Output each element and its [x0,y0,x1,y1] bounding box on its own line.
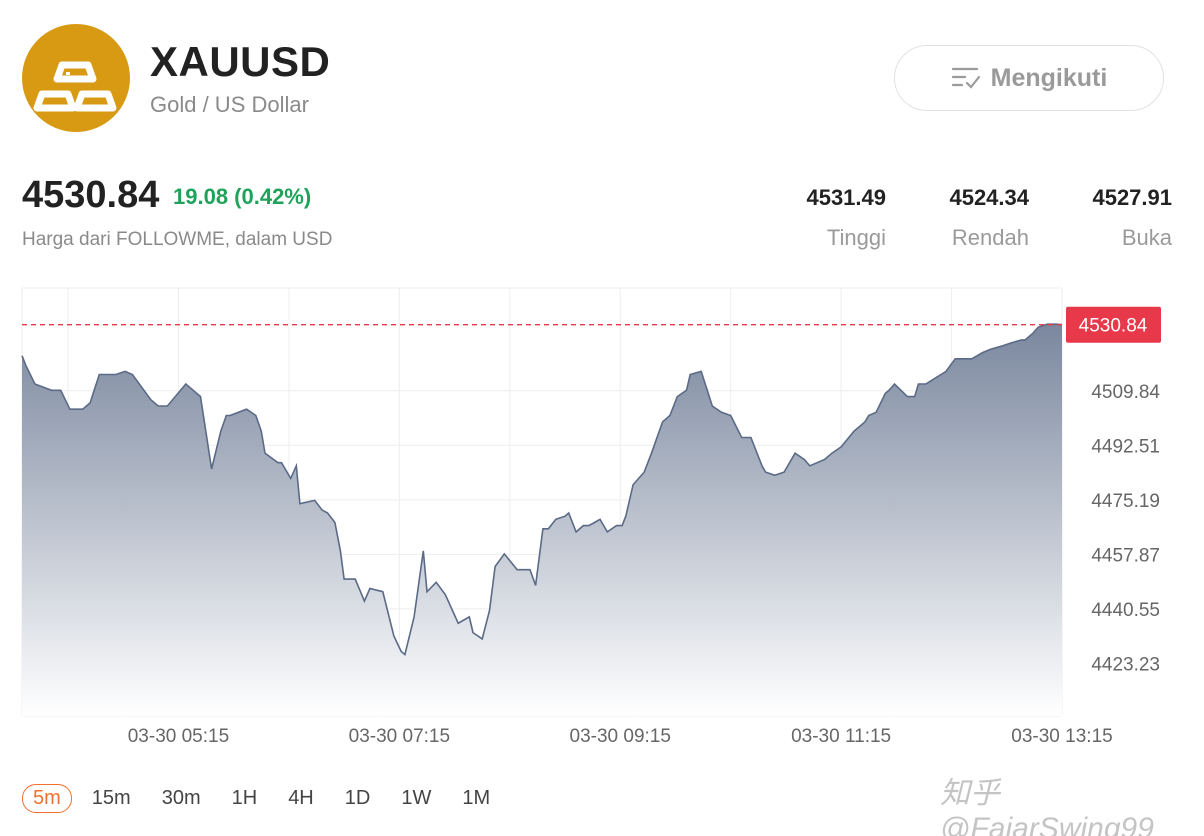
follow-button[interactable]: Mengikuti [894,45,1164,111]
gold-logo [22,24,130,132]
stat-low-label: Rendah [951,225,1029,250]
watermark: 知乎 @FajarSwing99 [940,777,1154,836]
stat-open-value: 4527.91 [1092,185,1172,210]
stat-open-label: Buka [1121,225,1172,250]
x-axis-ticks: 03-30 05:15 03-30 07:15 03-30 09:15 03-30 1… [128,726,1113,747]
price-source-note: Harga dari FOLLOWME, dalam USD [22,229,333,250]
stat-low-value: 4524.34 [949,185,1029,210]
interval-1w[interactable]: 1W [401,787,432,809]
current-price-tag-label: 4530.84 [1079,316,1148,337]
price-chart[interactable]: 4509.84 4492.51 4475.19 4457.87 4440.55 4423.… [0,0,1204,760]
price-line [21,323,1063,657]
interval-1d[interactable]: 1D [344,787,371,809]
interval-1h[interactable]: 1H [231,787,258,809]
gold-bars-icon [33,61,117,112]
interval-selector: 5m 15m 30m 1H 4H 1D 1W 1M [22,784,510,813]
x-tick-label: 03-30 09:15 [570,726,671,747]
x-tick-label: 03-30 13:15 [1011,726,1112,747]
y-tick-label: 4423.23 [1091,654,1160,675]
y-tick-label: 4457.87 [1091,545,1160,566]
y-axis-ticks: 4509.84 4492.51 4475.19 4457.87 4440.55 4423.… [1091,382,1160,676]
y-tick-label: 4509.84 [1091,382,1160,403]
x-tick-label: 03-30 07:15 [349,726,450,747]
current-price: 4530.84 [22,174,160,216]
symbol-title: XAUUSD [150,38,331,85]
y-tick-label: 4475.19 [1091,491,1160,512]
stat-open: 4527.91 Buka [1092,185,1172,251]
stat-low: 4524.34 Rendah [949,185,1029,251]
x-tick-label: 03-30 05:15 [128,726,229,747]
follow-button-label: Mengikuti [990,63,1108,92]
interval-5m[interactable]: 5m [22,784,72,813]
x-tick-label: 03-30 11:15 [791,726,891,747]
stat-high-value: 4531.49 [806,185,886,210]
price-change: 19.08 (0.42%) [173,184,312,209]
stat-high-label: Tinggi [826,225,886,250]
stat-high: 4531.49 Tinggi [806,185,886,251]
symbol-subtitle: Gold / US Dollar [150,92,309,117]
current-price-tag: 4530.84 [1066,306,1161,343]
interval-30m[interactable]: 30m [161,787,201,809]
list-check-icon [951,67,980,89]
price-area [22,324,1062,716]
interval-1m[interactable]: 1M [462,787,491,809]
interval-4h[interactable]: 4H [288,787,314,809]
y-tick-label: 4492.51 [1091,436,1160,457]
y-tick-label: 4440.55 [1091,600,1160,621]
interval-15m[interactable]: 15m [91,787,131,809]
